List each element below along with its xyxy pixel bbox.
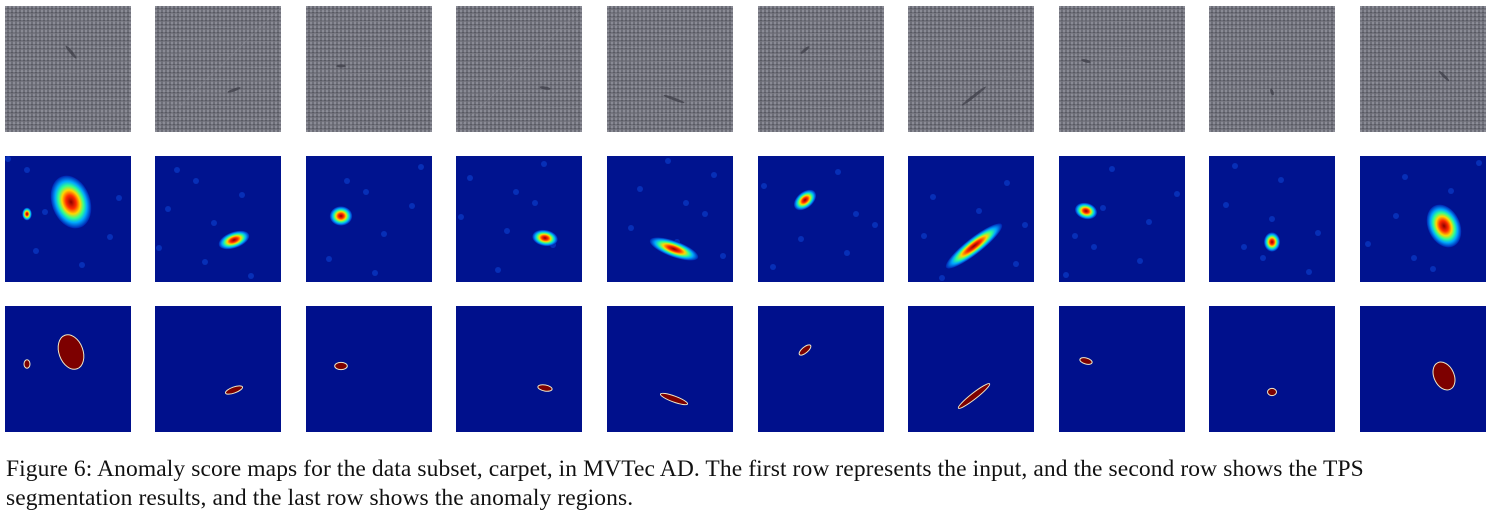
anomaly-score-hotspot xyxy=(532,229,558,247)
carpet-defect-mark xyxy=(961,86,987,106)
anomaly-region-mask xyxy=(334,361,348,371)
anomaly-regions-tile-4 xyxy=(456,306,582,432)
anomaly-region-mask xyxy=(23,359,31,369)
anomaly-score-hotspot xyxy=(22,207,32,221)
input-tile-10 xyxy=(1360,6,1486,132)
tps-segmentation-tile-4 xyxy=(456,156,582,282)
anomaly-region-mask xyxy=(1267,387,1277,397)
carpet-defect-mark xyxy=(227,87,241,93)
anomaly-score-hotspot xyxy=(649,237,699,261)
anomaly-regions-tile-1 xyxy=(5,306,131,432)
carpet-defect-mark xyxy=(663,94,685,104)
anomaly-score-hotspot xyxy=(1074,202,1098,220)
carpet-defect-mark xyxy=(65,45,77,59)
anomaly-regions-tile-5 xyxy=(607,306,733,432)
carpet-defect-mark xyxy=(539,86,551,90)
anomaly-region-mask xyxy=(537,384,553,392)
input-tile-7 xyxy=(908,6,1034,132)
anomaly-score-hotspot xyxy=(218,230,250,250)
anomaly-region-mask xyxy=(224,385,244,395)
anomaly-score-hotspot xyxy=(945,223,1003,269)
input-tile-2 xyxy=(155,6,281,132)
anomaly-score-hotspot xyxy=(1264,232,1280,252)
tps-segmentation-tile-3 xyxy=(306,156,432,282)
input-tile-9 xyxy=(1209,6,1335,132)
input-tile-4 xyxy=(456,6,582,132)
carpet-defect-mark xyxy=(336,64,346,68)
carpet-defect-mark xyxy=(1270,88,1274,96)
anomaly-regions-tile-7 xyxy=(908,306,1034,432)
tps-segmentation-tile-6 xyxy=(758,156,884,282)
anomaly-region-mask xyxy=(798,344,812,356)
tps-segmentation-tile-9 xyxy=(1209,156,1335,282)
anomaly-score-hotspot xyxy=(793,189,817,211)
anomaly-regions-tile-3 xyxy=(306,306,432,432)
input-tile-3 xyxy=(306,6,432,132)
anomaly-region-mask xyxy=(1079,357,1093,365)
anomaly-region-mask xyxy=(659,392,689,406)
anomaly-regions-tile-9 xyxy=(1209,306,1335,432)
anomaly-region-mask xyxy=(57,334,85,370)
anomaly-regions-tile-8 xyxy=(1059,306,1185,432)
tps-segmentation-tile-1 xyxy=(5,156,131,282)
carpet-defect-mark xyxy=(1081,59,1091,63)
tps-segmentation-tile-5 xyxy=(607,156,733,282)
anomaly-regions-tile-10 xyxy=(1360,306,1486,432)
anomaly-regions-tile-6 xyxy=(758,306,884,432)
anomaly-score-hotspot xyxy=(329,206,353,226)
input-tile-1 xyxy=(5,6,131,132)
tps-segmentation-tile-2 xyxy=(155,156,281,282)
anomaly-score-hotspot xyxy=(50,175,92,229)
carpet-defect-mark xyxy=(1438,70,1450,82)
anomaly-regions-tile-2 xyxy=(155,306,281,432)
anomaly-score-hotspot xyxy=(1426,204,1462,248)
figure-caption: Figure 6: Anomaly score maps for the dat… xyxy=(6,456,1364,511)
input-tile-8 xyxy=(1059,6,1185,132)
carpet-defect-mark xyxy=(800,46,810,54)
input-tile-6 xyxy=(758,6,884,132)
tps-segmentation-tile-7 xyxy=(908,156,1034,282)
tps-segmentation-tile-10 xyxy=(1360,156,1486,282)
anomaly-region-mask xyxy=(957,383,991,409)
anomaly-region-mask xyxy=(1432,361,1456,391)
tps-segmentation-tile-8 xyxy=(1059,156,1185,282)
input-tile-5 xyxy=(607,6,733,132)
